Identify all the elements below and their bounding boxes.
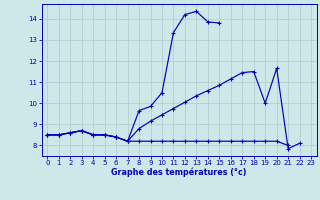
X-axis label: Graphe des températures (°c): Graphe des températures (°c) xyxy=(111,168,247,177)
